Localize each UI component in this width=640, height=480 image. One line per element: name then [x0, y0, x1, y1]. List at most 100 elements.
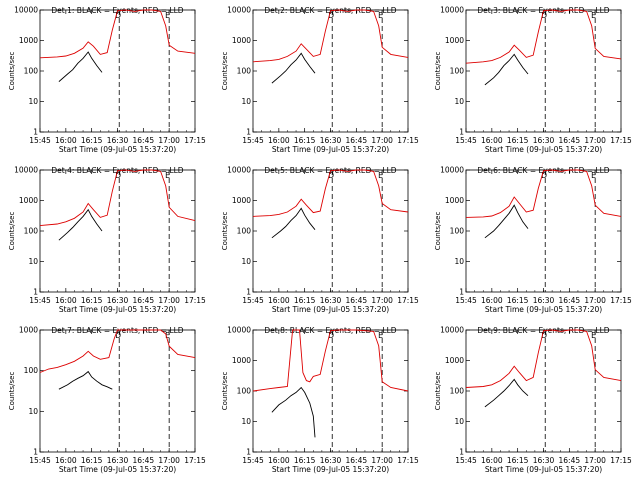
y-tick-label: 10 — [241, 417, 251, 426]
x-tick-label: 16:00 — [481, 136, 503, 145]
y-tick-label: 10 — [454, 257, 464, 266]
y-tick-label: 1000 — [232, 196, 251, 205]
x-tick-label: 17:15 — [184, 136, 206, 145]
x-tick-label: 16:15 — [294, 296, 316, 305]
x-tick-label: 16:00 — [268, 296, 290, 305]
y-tick-label: 100 — [24, 366, 39, 375]
y-tick-label: 100 — [237, 227, 252, 236]
x-tick-label: 17:15 — [184, 456, 206, 465]
x-tick-label: 15:45 — [242, 136, 264, 145]
x-tick-label: 16:00 — [55, 296, 77, 305]
x-tick-label: 17:00 — [371, 136, 393, 145]
x-tick-label: 16:00 — [481, 456, 503, 465]
marker-label: E — [378, 331, 383, 340]
marker-label: D — [328, 331, 334, 340]
x-tick-label: 16:30 — [107, 296, 129, 305]
marker-label: E — [591, 11, 596, 20]
x-tick-label: 17:00 — [158, 456, 180, 465]
x-tick-label: 15:45 — [242, 456, 264, 465]
x-axis-label: Start Time (09-Jul-05 15:37:20) — [59, 465, 176, 474]
x-tick-label: 16:15 — [81, 456, 103, 465]
events-series-line — [271, 52, 316, 84]
x-tick-label: 16:45 — [133, 456, 155, 465]
y-tick-label: 1 — [459, 448, 464, 457]
x-tick-label: 16:45 — [346, 296, 368, 305]
marker-label: E — [165, 171, 170, 180]
marker-label: E — [165, 11, 170, 20]
x-axis-label: Start Time (09-Jul-05 15:37:20) — [272, 465, 389, 474]
x-tick-label: 16:45 — [346, 136, 368, 145]
x-tick-label: 17:00 — [371, 296, 393, 305]
x-tick-label: 17:00 — [158, 296, 180, 305]
y-tick-label: 1 — [459, 128, 464, 137]
x-tick-label: 15:45 — [29, 136, 51, 145]
y-tick-label: 10 — [28, 257, 38, 266]
x-tick-label: 16:00 — [55, 456, 77, 465]
marker-label: D — [328, 11, 334, 20]
y-tick-label: 100 — [450, 387, 465, 396]
x-axis-label: Start Time (09-Jul-05 15:37:20) — [485, 465, 602, 474]
y-tick-label: 1 — [246, 128, 251, 137]
marker-label: D — [541, 171, 547, 180]
y-tick-label: 1000 — [445, 36, 464, 45]
marker-label: E — [591, 171, 596, 180]
y-tick-label: 1000 — [445, 356, 464, 365]
y-tick-label: 1 — [459, 288, 464, 297]
marker-label: E — [165, 331, 170, 340]
x-tick-label: 17:00 — [584, 456, 606, 465]
y-tick-label: 1000 — [232, 356, 251, 365]
events-series-line — [484, 204, 529, 239]
x-tick-label: 16:45 — [559, 296, 581, 305]
lld-series-line — [465, 9, 622, 64]
y-tick-label: 10000 — [14, 6, 38, 15]
x-tick-label: 16:15 — [294, 136, 316, 145]
x-tick-label: 15:45 — [455, 456, 477, 465]
x-tick-label: 17:00 — [371, 456, 393, 465]
events-series-line — [484, 53, 529, 86]
x-tick-label: 16:45 — [559, 136, 581, 145]
y-tick-label: 10000 — [440, 166, 464, 175]
y-tick-label: 10 — [241, 257, 251, 266]
x-tick-label: 16:15 — [81, 296, 103, 305]
y-tick-label: 1000 — [19, 196, 38, 205]
marker-label: E — [378, 171, 383, 180]
marker-label: D — [541, 331, 547, 340]
x-tick-label: 15:45 — [29, 456, 51, 465]
x-tick-label: 16:30 — [320, 456, 342, 465]
x-axis-label: Start Time (09-Jul-05 15:37:20) — [272, 145, 389, 154]
marker-label: D — [115, 11, 121, 20]
x-tick-label: 16:15 — [507, 456, 529, 465]
x-tick-label: 16:15 — [507, 136, 529, 145]
y-tick-label: 1 — [33, 448, 38, 457]
marker-label: D — [328, 171, 334, 180]
lld-series-line — [252, 9, 409, 63]
events-series-line — [271, 207, 316, 239]
x-tick-label: 16:00 — [55, 136, 77, 145]
y-tick-label: 1 — [33, 128, 38, 137]
y-tick-label: 10 — [454, 97, 464, 106]
y-tick-label: 100 — [237, 387, 252, 396]
marker-label: D — [541, 11, 547, 20]
lld-series-line — [465, 329, 622, 388]
y-tick-label: 10000 — [227, 326, 251, 335]
x-tick-label: 17:15 — [610, 456, 632, 465]
x-tick-label: 16:00 — [481, 296, 503, 305]
y-tick-label: 1 — [246, 288, 251, 297]
x-tick-label: 16:45 — [133, 296, 155, 305]
x-tick-label: 16:30 — [320, 136, 342, 145]
events-series-line — [58, 208, 103, 241]
y-axis-label: Counts/sec — [221, 52, 229, 91]
y-tick-label: 1000 — [232, 36, 251, 45]
plot-frame — [39, 169, 196, 293]
y-axis-label: Counts/sec — [8, 52, 16, 91]
x-tick-label: 16:30 — [533, 456, 555, 465]
y-tick-label: 100 — [450, 67, 465, 76]
x-tick-label: 16:00 — [268, 136, 290, 145]
x-tick-label: 17:00 — [584, 136, 606, 145]
x-tick-label: 15:45 — [455, 296, 477, 305]
